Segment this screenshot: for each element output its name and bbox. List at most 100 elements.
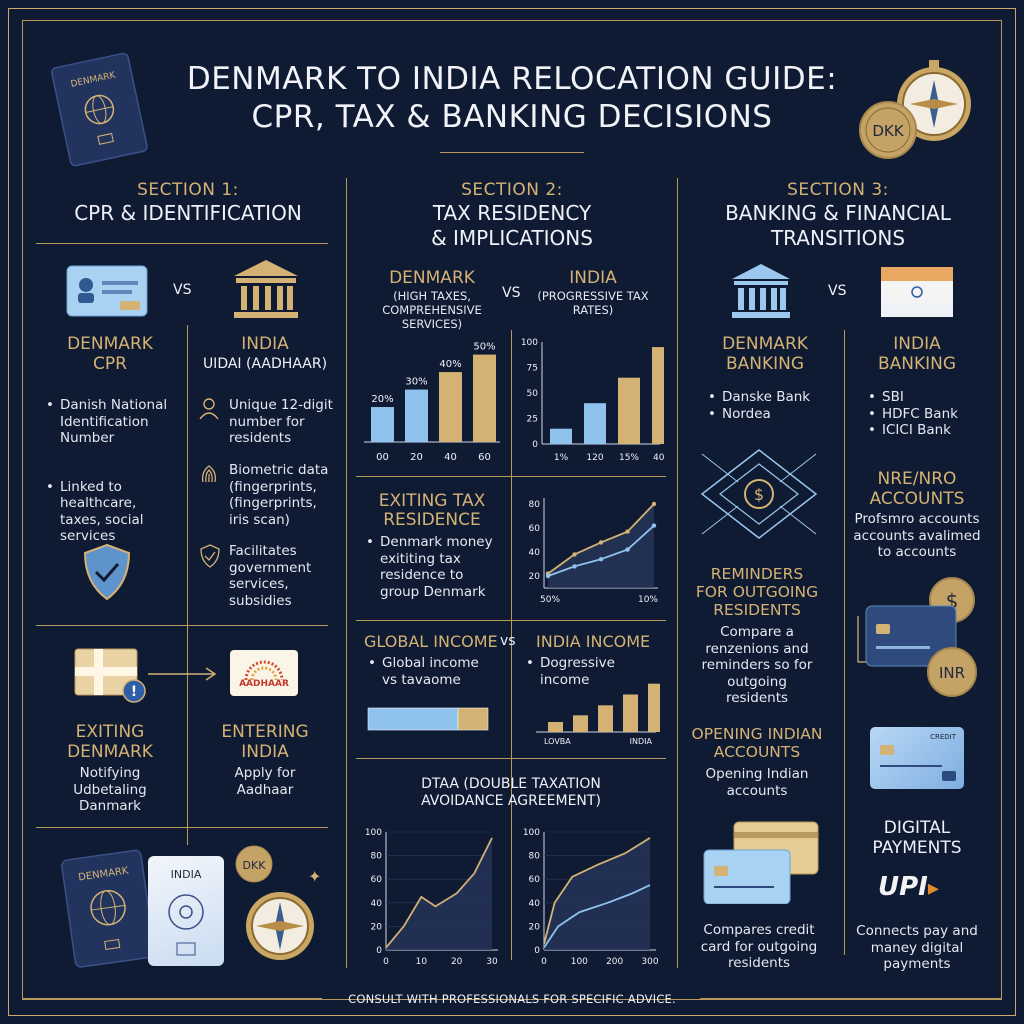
section3-vs: VS <box>828 283 847 299</box>
section1-rule-2 <box>36 625 328 626</box>
compares-text: Compares credit card for outgoing reside… <box>700 922 818 971</box>
denmark-bullet-2: Linked to healthcare, taxes, social serv… <box>46 479 180 545</box>
dollar-diamond-icon: $ <box>700 449 818 539</box>
section2-india-sub: (PROGRESSIVE TAX RATES) <box>537 289 649 317</box>
bar <box>371 407 394 442</box>
india-flag-icon <box>881 267 953 317</box>
section1-denmark-bullets: Danish National Identification Number Li… <box>46 397 180 545</box>
footer-rule-left <box>22 998 322 999</box>
tick-label: 15% <box>619 453 639 463</box>
security-shield-icon <box>83 543 131 601</box>
title-line-1: DENMARK TO INDIA RELOCATION GUIDE: <box>186 61 838 97</box>
tick-label: 40 <box>529 548 541 558</box>
tick-label: 1% <box>554 453 569 463</box>
inner-frame <box>22 20 1002 1000</box>
section2-denmark-head: DENMARK <box>389 268 475 288</box>
denmark-bullet-1: Danish National Identification Number <box>46 397 180 447</box>
india-bank-2: HDFC Bank <box>868 406 984 423</box>
section2-rule-2 <box>356 620 666 621</box>
tick-label: 0 <box>534 946 540 956</box>
tick-label: 120 <box>586 453 603 463</box>
section1-rule-3 <box>36 827 328 828</box>
tick-label: INDIA <box>630 737 653 746</box>
data-point <box>598 557 604 562</box>
section2-exiting-bullet: Denmark money exititing tax residence to… <box>366 534 506 600</box>
aadhaar-logo: AADHAAR <box>230 650 298 696</box>
tick-label: 60 <box>478 452 491 463</box>
section1-india-head: INDIA UIDAI (AADHAAR) <box>202 334 328 372</box>
bar-segment <box>457 707 489 731</box>
shield-check-icon <box>200 544 220 568</box>
denmark-bank-2: Nordea <box>708 406 838 423</box>
bar <box>405 389 428 442</box>
tick-label: 40 <box>371 899 383 909</box>
card-coins-icon: $ INR <box>857 577 977 697</box>
coin-compass-icon: DKK <box>859 60 971 159</box>
tick-label: 50 <box>527 389 539 399</box>
tick-label: 0 <box>532 440 538 450</box>
section2-india-head: INDIA <box>569 268 617 288</box>
section3-label: SECTION 3: <box>787 180 889 200</box>
reminders-head: REMINDERS FOR OUTGOING RESIDENTS <box>695 565 819 619</box>
series-area <box>386 837 492 950</box>
column-divider-2 <box>677 178 678 968</box>
exiting-tax-line-chart: 20 40 60 80 50% 10% <box>529 498 658 605</box>
section2-label: SECTION 2: <box>461 180 563 200</box>
bar <box>618 377 640 444</box>
dtaa-head: DTAA (DOUBLE TAXATION AVOIDANCE AGREEMEN… <box>421 776 601 809</box>
person-icon <box>199 398 219 420</box>
tick-label: 25 <box>527 415 538 425</box>
inr-label: INR <box>939 664 965 682</box>
svg-text:!: ! <box>131 684 137 700</box>
svg-text:$: $ <box>754 485 764 504</box>
tick-label: 0 <box>383 957 389 967</box>
nre-text: Profsmro accounts accounts avalimed to a… <box>853 511 981 560</box>
section1-denmark-head: DENMARK CPR <box>67 334 153 374</box>
global-income-head: GLOBAL INCOME <box>364 632 498 651</box>
section1-entering-head: ENTERING INDIA <box>221 722 309 762</box>
tick-label: 40 <box>529 899 541 909</box>
india-bank-3: ICICI Bank <box>868 422 984 439</box>
credit-label: CREDIT <box>930 733 956 741</box>
opening-text: Opening Indian accounts <box>705 766 809 799</box>
bar <box>439 372 462 442</box>
reminders-text: Compare a renzenions and reminders so fo… <box>701 624 813 706</box>
bar <box>652 347 664 444</box>
denmark-bank-1: Danske Bank <box>708 389 838 406</box>
data-point <box>598 540 604 545</box>
section1-rule <box>36 243 328 244</box>
section2-rule-3 <box>356 758 666 759</box>
footer-text: CONSULT WITH PROFESSIONALS FOR SPECIFIC … <box>348 992 676 1006</box>
arrow-icon <box>148 667 217 681</box>
tick-label: 10 <box>416 957 428 967</box>
data-label: 20% <box>371 394 393 405</box>
denmark-tax-bar-chart: 20% 00 30% 20 40% 40 50% 60 <box>364 342 500 463</box>
india-emblem-icon <box>168 894 204 930</box>
card-logo <box>942 771 956 781</box>
bottom-coin-label: DKK <box>243 859 267 872</box>
bar <box>573 715 588 732</box>
data-label: 30% <box>405 377 427 388</box>
section1-exiting-head: EXITING DENMARK <box>67 722 153 762</box>
section1-title: CPR & IDENTIFICATION <box>74 201 302 225</box>
tick-label: 10% <box>638 595 658 605</box>
digital-head: DIGITAL PAYMENTS <box>872 818 962 858</box>
data-label: 50% <box>473 342 495 353</box>
page-title: DENMARK TO INDIA RELOCATION GUIDE: CPR, … <box>120 60 904 136</box>
tick-label: 20 <box>410 452 423 463</box>
data-point <box>572 552 577 557</box>
danish-flag-icon: ! <box>74 648 146 703</box>
bar <box>598 705 613 732</box>
id-card-icon <box>66 265 148 317</box>
india-income-bar-chart: LOVBA INDIA <box>536 683 660 746</box>
upi-label: UPI <box>878 872 928 902</box>
footer-rule-right <box>700 998 1002 999</box>
stacked-cards-icon <box>703 821 819 904</box>
tick-label: 80 <box>371 852 383 862</box>
section1-entering-text: Apply for Aadhaar <box>234 765 296 798</box>
section1-label: SECTION 1: <box>137 180 239 200</box>
tick-label: LOVBA <box>544 737 571 746</box>
upi-arrow-icon: ▸ <box>927 876 939 901</box>
tick-label: 20 <box>529 572 541 582</box>
card-chip-icon <box>880 745 894 755</box>
